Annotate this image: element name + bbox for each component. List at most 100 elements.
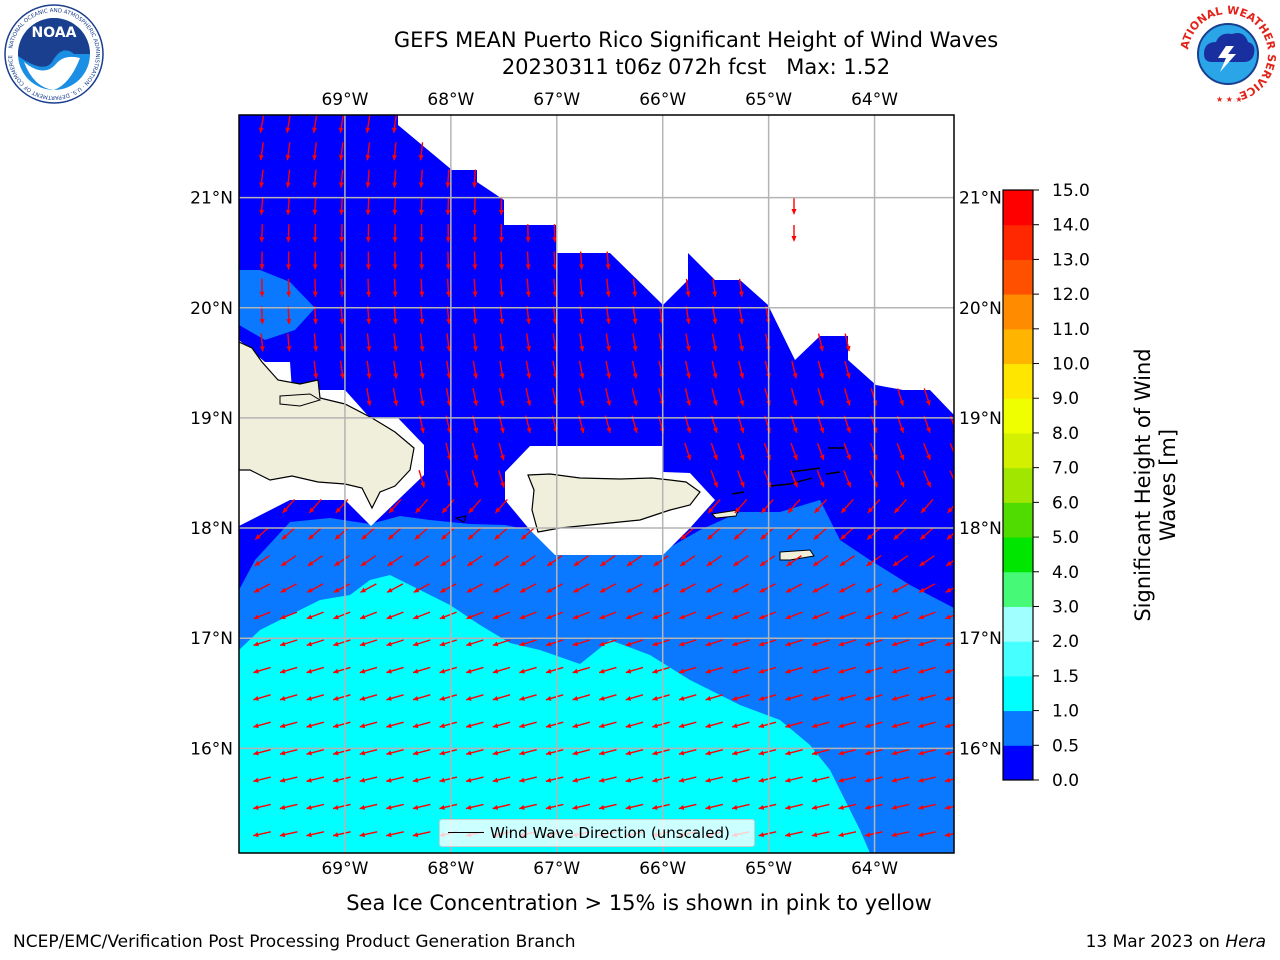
footer-host: Hera xyxy=(1225,932,1266,952)
wave-arrow-head xyxy=(891,641,898,647)
wave-arrow-head xyxy=(492,777,499,783)
wave-arrow-head xyxy=(605,345,611,352)
wave-arrow-head xyxy=(599,641,605,647)
wave-arrow-head xyxy=(419,346,425,352)
wave-arrow-head xyxy=(944,695,951,701)
wave-arrow-head xyxy=(945,641,951,647)
vieques-island xyxy=(710,509,739,519)
wave-arrow-head xyxy=(393,400,399,406)
lat-tick-label-left: 16°N xyxy=(190,739,233,759)
wave-arrow-head xyxy=(493,614,499,620)
wave-arrow-head xyxy=(733,561,739,566)
wave-arrow-head xyxy=(708,507,714,513)
wave-arrow-head xyxy=(285,182,291,188)
wave-height-field-1.0-1.5 xyxy=(239,575,870,853)
wave-arrow-head xyxy=(335,534,341,540)
wave-arrow-head xyxy=(285,154,291,161)
wave-arrow-head xyxy=(307,587,313,593)
colorbar-segment xyxy=(1003,190,1033,226)
wave-arrow-head xyxy=(605,291,611,297)
map-legend: Wind Wave Direction (unscaled) xyxy=(439,819,755,847)
wave-arrow-head xyxy=(599,614,605,620)
wave-arrow-head xyxy=(333,832,339,838)
wave-arrow-head xyxy=(306,804,312,810)
colorbar-tick-label: 10.0 xyxy=(1052,355,1090,375)
wave-arrow-head xyxy=(279,695,286,701)
wave-arrow-head xyxy=(359,668,366,674)
wave-arrow-head xyxy=(306,723,312,729)
wave-arrow-head xyxy=(605,318,611,325)
wave-arrow-head xyxy=(392,237,398,243)
wave-arrow-head xyxy=(519,668,525,674)
wave-arrow-head xyxy=(280,587,287,593)
wave-arrow-head xyxy=(819,372,825,379)
wave-arrow-head xyxy=(811,695,818,701)
wave-arrow-head xyxy=(599,668,605,674)
wave-arrow-head xyxy=(819,481,825,488)
wave-arrow-head xyxy=(918,750,924,756)
wave-arrow-head xyxy=(712,400,718,406)
colorbar-tick-label: 6.0 xyxy=(1052,493,1079,513)
wave-arrow-head xyxy=(944,723,951,729)
wave-arrow-head xyxy=(919,561,926,566)
wave-arrow-head xyxy=(892,587,899,593)
wave-arrow-head xyxy=(846,454,851,461)
colorbar-segment xyxy=(1003,641,1033,677)
colorbar-tick-label: 1.5 xyxy=(1052,667,1079,687)
wave-arrow-head xyxy=(946,561,952,566)
wave-arrow-head xyxy=(419,291,425,297)
wave-arrow-head xyxy=(386,641,392,647)
wave-arrow-head xyxy=(526,400,532,406)
noaa-logo-text: NOAA xyxy=(32,25,77,41)
undefined-area-north xyxy=(398,115,954,415)
wave-arrow-head xyxy=(678,723,685,729)
wave-arrow-head xyxy=(865,695,871,701)
wave-arrow-head xyxy=(812,587,819,593)
wave-arrow-head xyxy=(468,507,475,513)
wave-arrow-head xyxy=(545,695,552,701)
wave-arrow-head xyxy=(392,209,398,215)
wave-arrow-head xyxy=(253,641,259,647)
wave-arrow-head xyxy=(392,264,398,270)
wave-arrow-head xyxy=(312,127,318,133)
wave-arrow-head xyxy=(441,534,447,540)
wave-arrow-head xyxy=(652,804,658,810)
wave-arrow-head xyxy=(279,668,286,674)
lon-tick-label: 64°W xyxy=(851,90,898,110)
wave-arrow-head xyxy=(865,832,871,838)
puerto-rico-land xyxy=(527,473,701,533)
colorbar-tick-label: 8.0 xyxy=(1052,424,1079,444)
wave-arrow-head xyxy=(758,641,765,647)
wave-arrow-head xyxy=(838,614,845,620)
wave-arrow-head xyxy=(712,318,718,324)
wave-arrow-head xyxy=(386,668,392,674)
wave-arrow-head xyxy=(706,587,712,593)
wave-arrow-head xyxy=(472,291,478,297)
wave-arrow-head xyxy=(893,534,900,540)
wave-arrow-head xyxy=(306,695,313,701)
wave-arrow-head xyxy=(918,832,924,838)
wave-arrow-head xyxy=(473,400,479,406)
wave-arrow-head xyxy=(445,209,451,215)
wave-arrow-head xyxy=(519,777,525,783)
wave-arrow-head xyxy=(412,832,419,838)
wave-arrow-head xyxy=(865,750,871,756)
wave-arrow-head xyxy=(739,345,745,352)
wave-arrow-head xyxy=(282,507,288,513)
wave-arrow-head xyxy=(921,507,927,513)
wave-arrow-head xyxy=(865,614,871,620)
wave-arrow-head xyxy=(845,400,851,406)
wave-arrow-head xyxy=(678,668,685,674)
colorbar-segment xyxy=(1003,259,1033,295)
wave-arrow-head xyxy=(519,723,525,729)
wave-arrow-head xyxy=(259,209,265,215)
colorbar-tick-label: 13.0 xyxy=(1052,250,1090,270)
wave-arrow-head xyxy=(785,804,791,810)
wave-arrow-head xyxy=(525,264,531,270)
wave-arrow-head xyxy=(811,750,818,756)
wave-arrow-head xyxy=(365,264,371,270)
wave-arrow-head xyxy=(466,723,472,729)
wave-arrow-head xyxy=(389,507,395,513)
wave-arrow-head xyxy=(366,400,372,406)
wave-arrow-head xyxy=(732,723,738,729)
